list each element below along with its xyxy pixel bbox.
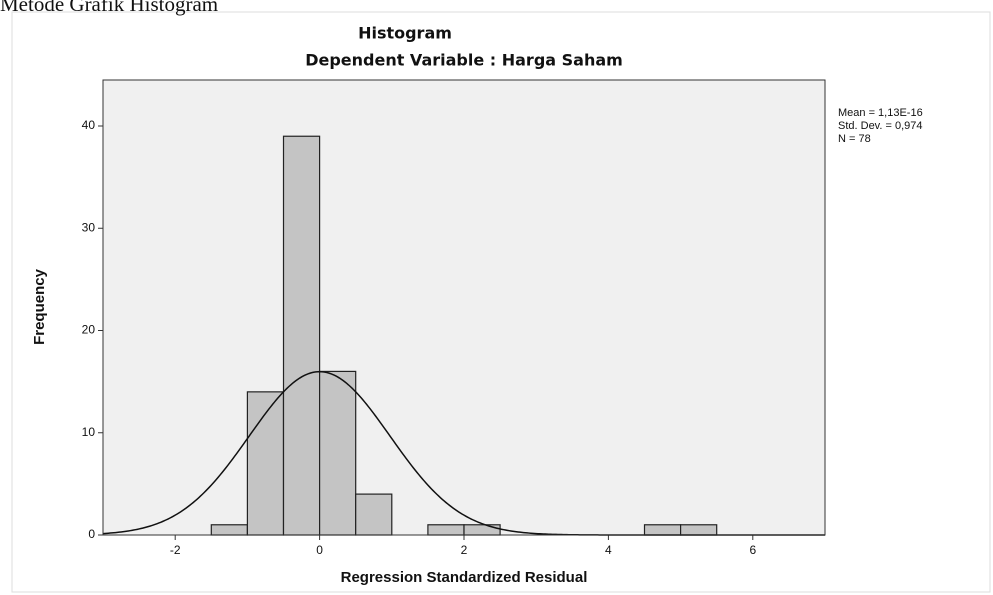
y-tick-label: 20 bbox=[82, 323, 96, 337]
x-tick-label: -2 bbox=[170, 543, 181, 557]
frame bbox=[11, 11, 991, 593]
heading: Metode Grafik Histogram bbox=[0, 0, 218, 16]
bar bbox=[679, 524, 718, 536]
bar bbox=[427, 524, 465, 536]
y-tick-label: 30 bbox=[82, 220, 96, 234]
bar bbox=[210, 524, 249, 536]
chart-subtitle: Dependent Variable : Harga Saham bbox=[305, 51, 623, 70]
y-tick-label: 10 bbox=[82, 425, 96, 439]
bar bbox=[282, 135, 321, 536]
y-axis-label: Frequency bbox=[31, 268, 48, 345]
bar bbox=[643, 524, 682, 536]
stat-mean: Mean = 1,13E-16 bbox=[838, 107, 923, 119]
bar bbox=[355, 493, 393, 536]
y-tick-label: 40 bbox=[82, 118, 96, 132]
bar bbox=[463, 524, 501, 536]
y-tick-label: 0 bbox=[88, 527, 95, 541]
plot-border bbox=[102, 79, 826, 536]
stat-sd: Std. Dev. = 0,974 bbox=[838, 120, 923, 132]
chart-title: Histogram bbox=[358, 24, 452, 43]
x-tick-label: 4 bbox=[605, 543, 612, 557]
x-tick-label: 2 bbox=[461, 543, 468, 557]
x-axis-label: Regression Standardized Residual bbox=[341, 569, 588, 586]
bar bbox=[319, 370, 357, 536]
bar bbox=[246, 391, 285, 536]
x-tick-label: 0 bbox=[316, 543, 323, 557]
plot-area bbox=[102, 79, 826, 536]
x-tick-label: 6 bbox=[749, 543, 756, 557]
stat-n: N = 78 bbox=[838, 133, 871, 145]
